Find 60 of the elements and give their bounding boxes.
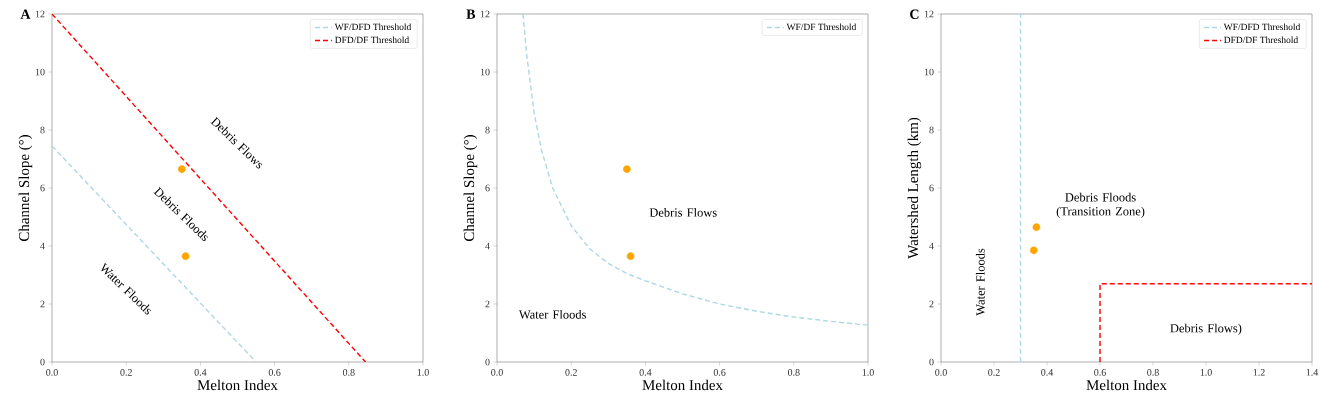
y-tick-label: 2 [40,300,45,308]
y-axis-title: Channel Slope (°) [463,135,478,242]
y-tick-label: 2 [485,300,490,308]
legend-label: WF/DF Threshold [786,23,857,31]
annotation: Water Floods [975,248,985,316]
y-axis-title: Watershed Length (km) [907,117,922,259]
y-tick-label: 12 [35,10,45,18]
y-tick-label: 10 [35,68,45,76]
x-tick-label: 1.2 [1253,369,1265,376]
annotation: Water Floods [518,309,586,319]
x-tick-label: 0.0 [46,369,58,376]
x-tick-label: 0.4 [639,369,652,376]
annotation: Debris Floods (Transition Zone) [1056,192,1145,219]
legend-label: WF/DFD Threshold [1223,23,1301,31]
chart-title: B [466,9,476,19]
y-tick-label: 4 [485,242,490,250]
annotation: Debris Flows [649,207,717,217]
x-tick-label: 0.6 [1094,369,1106,376]
y-tick-label: 0 [929,358,934,366]
y-tick-label: 12 [924,10,934,18]
chart-title: C [910,9,919,19]
y-tick-label: 2 [929,300,934,308]
x-tick-label: 0.2 [565,369,577,376]
x-tick-label: 0.4 [194,369,207,376]
y-tick-label: 10 [480,68,490,76]
y-tick-label: 0 [485,358,490,366]
x-tick-label: 0.4 [1041,369,1054,376]
x-tick-label: 0.2 [988,369,1000,376]
x-tick-label: 1.0 [1200,369,1212,376]
legend-label: DFD/DF Threshold [335,36,410,44]
y-tick-label: 4 [40,242,45,250]
y-tick-label: 8 [929,126,934,134]
y-tick-label: 10 [924,68,934,76]
x-tick-label: 0.8 [342,369,355,376]
y-tick-label: 12 [480,10,490,18]
chart-title: A [20,9,31,19]
x-tick-label: 0.6 [713,369,726,376]
y-tick-label: 0 [40,358,45,366]
x-tick-label: 0.0 [935,369,947,376]
x-tick-label: 1.4 [1306,369,1319,376]
x-axis-title: Melton Index [642,379,723,391]
y-axis-title: Channel Slope (°) [18,135,33,242]
x-tick-label: 0.8 [787,369,800,376]
x-tick-label: 1.0 [417,369,429,376]
legend-label: WF/DFD Threshold [334,23,412,31]
y-tick-label: 6 [485,184,490,192]
y-tick-label: 4 [929,242,934,250]
annotation: Debris Flows) [1170,323,1242,335]
y-tick-label: 6 [929,184,934,192]
x-tick-label: 0.0 [491,369,503,376]
x-tick-label: 0.6 [268,369,281,376]
x-tick-label: 0.2 [120,369,132,376]
x-tick-label: 1.0 [862,369,874,376]
x-axis-title: Melton Index [197,379,278,391]
legend-label: DFD/DF Threshold [1224,36,1299,44]
y-tick-label: 8 [40,126,45,134]
y-tick-label: 8 [485,126,490,134]
x-tick-label: 0.8 [1147,369,1159,376]
x-axis-title: Melton Index [1086,379,1167,391]
y-tick-label: 6 [40,184,45,192]
